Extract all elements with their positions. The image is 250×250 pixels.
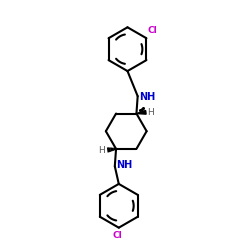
Polygon shape <box>136 110 146 114</box>
Text: H: H <box>147 108 154 117</box>
Text: NH: NH <box>139 92 156 102</box>
Text: NH: NH <box>116 160 132 170</box>
Text: Cl: Cl <box>113 231 122 240</box>
Text: H: H <box>98 146 105 154</box>
Text: Cl: Cl <box>148 26 158 35</box>
